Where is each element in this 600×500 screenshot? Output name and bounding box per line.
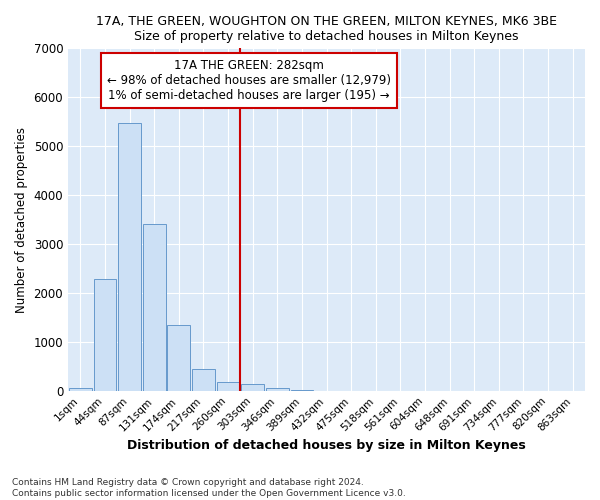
X-axis label: Distribution of detached houses by size in Milton Keynes: Distribution of detached houses by size …	[127, 440, 526, 452]
Bar	[118, 123, 141, 391]
Bar	[241, 384, 264, 391]
Bar	[143, 224, 166, 391]
Bar	[94, 280, 116, 391]
Text: 17A THE GREEN: 282sqm
← 98% of detached houses are smaller (12,979)
1% of semi-d: 17A THE GREEN: 282sqm ← 98% of detached …	[107, 58, 391, 102]
Text: Contains HM Land Registry data © Crown copyright and database right 2024.
Contai: Contains HM Land Registry data © Crown c…	[12, 478, 406, 498]
Title: 17A, THE GREEN, WOUGHTON ON THE GREEN, MILTON KEYNES, MK6 3BE
Size of property r: 17A, THE GREEN, WOUGHTON ON THE GREEN, M…	[96, 15, 557, 43]
Y-axis label: Number of detached properties: Number of detached properties	[15, 126, 28, 312]
Bar	[217, 382, 239, 391]
Bar	[266, 388, 289, 391]
Bar	[167, 326, 190, 391]
Bar	[192, 370, 215, 391]
Bar	[69, 388, 92, 391]
